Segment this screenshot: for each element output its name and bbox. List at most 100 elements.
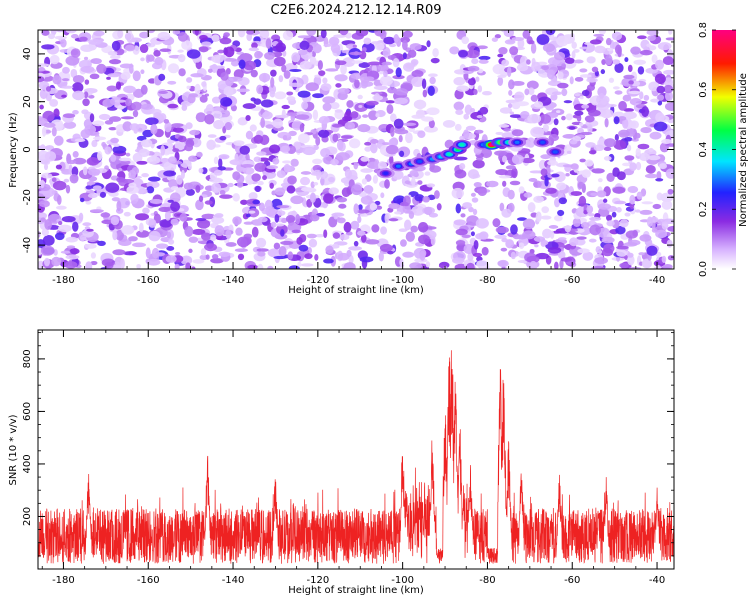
noise-blob [494, 234, 507, 239]
noise-blob [107, 73, 122, 78]
noise-blob [559, 259, 564, 269]
noise-blob [557, 82, 569, 89]
noise-blob [287, 251, 294, 260]
noise-blob [177, 49, 184, 53]
noise-blob [274, 214, 280, 223]
noise-blob [530, 126, 545, 138]
noise-blob [237, 253, 245, 261]
noise-blob [312, 43, 322, 54]
noise-blob [305, 82, 319, 92]
noise-blob [140, 84, 148, 95]
noise-blob [240, 199, 248, 205]
noise-blob [661, 255, 667, 264]
noise-blob [278, 246, 287, 257]
noise-blob [379, 75, 394, 86]
noise-blob [40, 179, 45, 189]
noise-blob [574, 76, 584, 82]
noise-blob [511, 129, 524, 137]
noise-blob [251, 226, 259, 238]
noise-blob [118, 157, 132, 162]
noise-blob [363, 76, 375, 81]
noise-blob [395, 67, 402, 78]
noise-blob [304, 253, 313, 260]
noise-blob [195, 199, 204, 211]
noise-blob [588, 109, 601, 117]
noise-blob [381, 142, 390, 146]
noise-blob [341, 187, 351, 198]
noise-blob [421, 116, 434, 122]
noise-blob [473, 240, 479, 250]
noise-blob [80, 44, 94, 53]
noise-blob [511, 36, 525, 41]
noise-blob [582, 251, 594, 261]
noise-blob [254, 162, 267, 172]
noise-blob [55, 30, 64, 33]
noise-blob [657, 100, 663, 106]
noise-blob [601, 248, 614, 257]
noise-blob [426, 183, 436, 188]
noise-blob [641, 201, 654, 205]
noise-blob [110, 154, 117, 162]
noise-blob [473, 88, 478, 95]
noise-blob [80, 129, 91, 139]
noise-blob [649, 131, 662, 140]
noise-blob [455, 203, 462, 214]
noise-blob [613, 140, 627, 150]
noise-blob [422, 206, 435, 215]
noise-blob [402, 203, 411, 214]
noise-blob [74, 138, 86, 143]
noise-blob [299, 123, 305, 133]
noise-blob [646, 43, 652, 48]
noise-blob [614, 44, 622, 55]
noise-blob [456, 85, 470, 92]
noise-blob [123, 251, 137, 256]
noise-blob [614, 62, 624, 73]
noise-blob [505, 165, 516, 170]
noise-blob [368, 110, 379, 121]
noise-blob [188, 93, 199, 98]
noise-blob [100, 212, 111, 218]
noise-blob [136, 160, 148, 165]
noise-blob [61, 94, 67, 98]
noise-blob [195, 112, 207, 123]
noise-blob [572, 217, 581, 227]
noise-blob [105, 182, 120, 193]
noise-blob [281, 104, 290, 110]
noise-blob [208, 177, 223, 183]
noise-blob [269, 144, 281, 154]
noise-blob [232, 193, 240, 202]
noise-blob [121, 225, 135, 235]
noise-blob [481, 246, 489, 256]
noise-blob [204, 200, 213, 205]
noise-blob [561, 63, 567, 68]
noise-blob [181, 40, 193, 51]
noise-blob [87, 193, 98, 199]
noise-blob [597, 203, 612, 210]
x-tick-label: -60 [564, 575, 580, 586]
spectrogram-y-ticks: -40 -20 0 20 40 [22, 29, 674, 270]
noise-blob [115, 229, 124, 241]
noise-blob [540, 154, 551, 160]
noise-blob [211, 54, 225, 64]
noise-blob [264, 52, 275, 60]
noise-blob [146, 54, 155, 62]
noise-blob [102, 98, 114, 108]
noise-blob [454, 169, 467, 179]
signal-feature [383, 171, 389, 175]
noise-blob [579, 95, 584, 100]
noise-blob [85, 261, 93, 269]
noise-blob [269, 182, 274, 189]
noise-blob [141, 103, 153, 110]
noise-blob [112, 249, 126, 256]
noise-blob [256, 248, 269, 252]
x-tick-label: -40 [649, 575, 665, 586]
noise-blob [373, 92, 381, 103]
noise-blob [429, 76, 436, 85]
noise-blob [146, 156, 161, 165]
noise-blob [53, 108, 60, 118]
noise-blob [195, 185, 201, 193]
y-tick-label: 200 [22, 507, 33, 526]
noise-blob [278, 75, 284, 83]
noise-blob [623, 108, 635, 112]
noise-blob [218, 158, 223, 169]
